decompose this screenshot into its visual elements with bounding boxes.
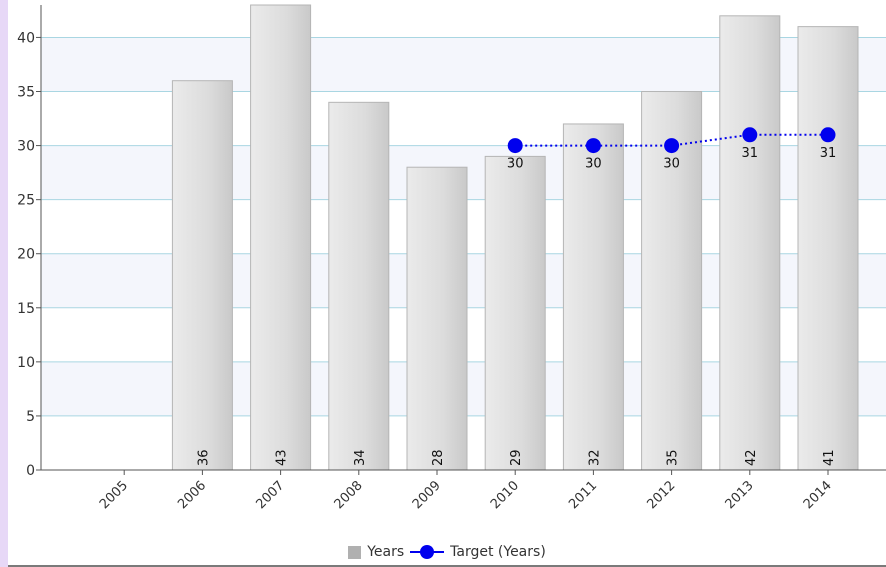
x-tick-label: 2008 [332, 478, 366, 512]
bar [250, 4, 312, 471]
x-tick-label: 2014 [801, 478, 835, 512]
legend: Years Target (Years) [8, 541, 886, 563]
target-point [664, 138, 680, 154]
bar [406, 166, 468, 471]
target-point [742, 127, 758, 143]
target-value-label: 30 [663, 157, 680, 172]
target-point [507, 138, 523, 154]
legend-label-target: Target (Years) [450, 544, 546, 560]
bar-value-label: 43 [275, 449, 290, 466]
legend-item-target[interactable]: Target (Years) [410, 544, 546, 560]
x-tick-label: 2006 [175, 478, 209, 512]
bar-value-label: 41 [822, 449, 837, 466]
y-tick-label: 25 [17, 193, 35, 209]
bar [484, 155, 546, 471]
y-axis: 0 5 10 15 20 25 30 35 40 [17, 5, 42, 479]
y-tick-label: 20 [17, 247, 35, 263]
bar-value-label: 42 [744, 449, 759, 466]
x-tick-label: 2007 [253, 478, 287, 512]
legend-swatch-years [348, 545, 362, 559]
legend-marker-target [410, 545, 445, 559]
bar [171, 80, 233, 471]
target-line: 30 30 30 31 31 [507, 127, 837, 172]
x-tick-label: 2012 [644, 478, 678, 512]
bar [797, 26, 859, 471]
target-value-label: 31 [820, 146, 837, 161]
bar [562, 123, 624, 471]
bar [328, 101, 390, 471]
legend-label-years: Years [367, 544, 405, 560]
bar-value-label: 32 [587, 449, 602, 466]
y-tick-label: 35 [17, 85, 35, 101]
bar-value-label: 36 [196, 449, 211, 466]
x-tick-label: 2013 [723, 478, 757, 512]
bar-value-label: 29 [509, 449, 524, 466]
y-tick-label: 30 [17, 139, 35, 155]
y-tick-label: 40 [17, 30, 35, 46]
legend-item-years[interactable]: Years [348, 544, 404, 560]
bar-value-label: 35 [666, 449, 681, 466]
y-tick-label: 0 [26, 463, 35, 479]
bars: 36 43 34 28 29 32 35 42 41 [171, 4, 859, 471]
bar-value-label: 28 [431, 449, 446, 466]
x-axis: 2005 2006 2007 2008 2009 2010 2011 2012 2013 2014 [41, 469, 886, 512]
bar-line-chart: 0 5 10 15 20 25 30 35 40 36 43 34 28 29 32 35 42 41 2005… [17, 4, 886, 512]
bar [719, 15, 781, 471]
target-value-label: 31 [742, 146, 759, 161]
target-point [820, 127, 836, 143]
x-tick-label: 2010 [488, 478, 522, 512]
chart-frame: 0 5 10 15 20 25 30 35 40 36 43 34 28 29 32 35 42 41 2005… [8, 0, 886, 567]
target-value-label: 30 [585, 157, 602, 172]
target-point [585, 138, 601, 154]
y-tick-label: 10 [17, 355, 35, 371]
y-tick-label: 5 [26, 409, 35, 425]
bar-value-label: 34 [353, 449, 368, 466]
x-tick-label: 2011 [566, 478, 600, 512]
x-tick-label: 2009 [410, 478, 444, 512]
bar [641, 91, 703, 471]
y-tick-label: 15 [17, 301, 35, 317]
target-value-label: 30 [507, 157, 524, 172]
x-tick-label: 2005 [97, 478, 131, 512]
